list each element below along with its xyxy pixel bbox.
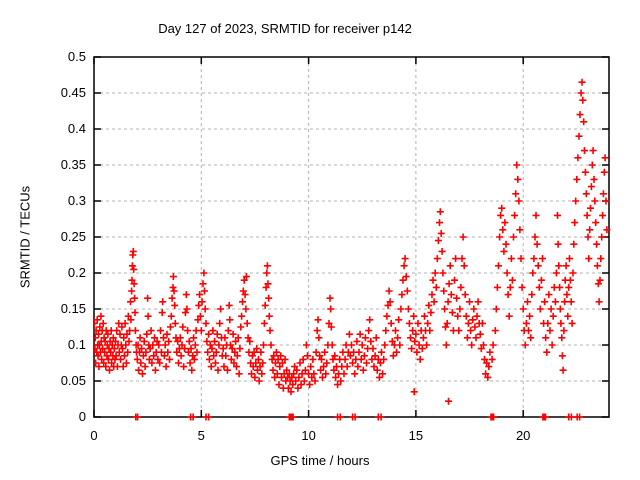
x-tick-label: 0: [90, 428, 98, 443]
y-tick-label: 0: [78, 409, 86, 424]
y-tick-label: 0.35: [60, 157, 86, 172]
x-tick-label: 5: [197, 428, 205, 443]
y-tick-label: 0.5: [67, 49, 86, 64]
data-points: [94, 78, 611, 421]
plot-border: [93, 56, 610, 418]
y-tick-label: 0.45: [60, 85, 86, 100]
x-tick-label: 10: [301, 428, 316, 443]
y-tick-label: 0.3: [67, 193, 86, 208]
x-tick-label: 15: [408, 428, 424, 443]
y-tick-label: 0.4: [67, 121, 86, 136]
chart-title: Day 127 of 2023, SRMTID for receiver p14…: [158, 21, 412, 36]
grid-lines: [94, 57, 609, 417]
y-tick-label: 0.05: [60, 373, 86, 388]
x-axis-label: GPS time / hours: [270, 453, 370, 468]
x-tick-label: 20: [515, 428, 531, 443]
y-tick-label: 0.25: [60, 229, 86, 244]
y-tick-label: 0.2: [67, 265, 86, 280]
y-tick-label: 0.15: [60, 301, 86, 316]
y-tick-label: 0.1: [67, 337, 86, 352]
